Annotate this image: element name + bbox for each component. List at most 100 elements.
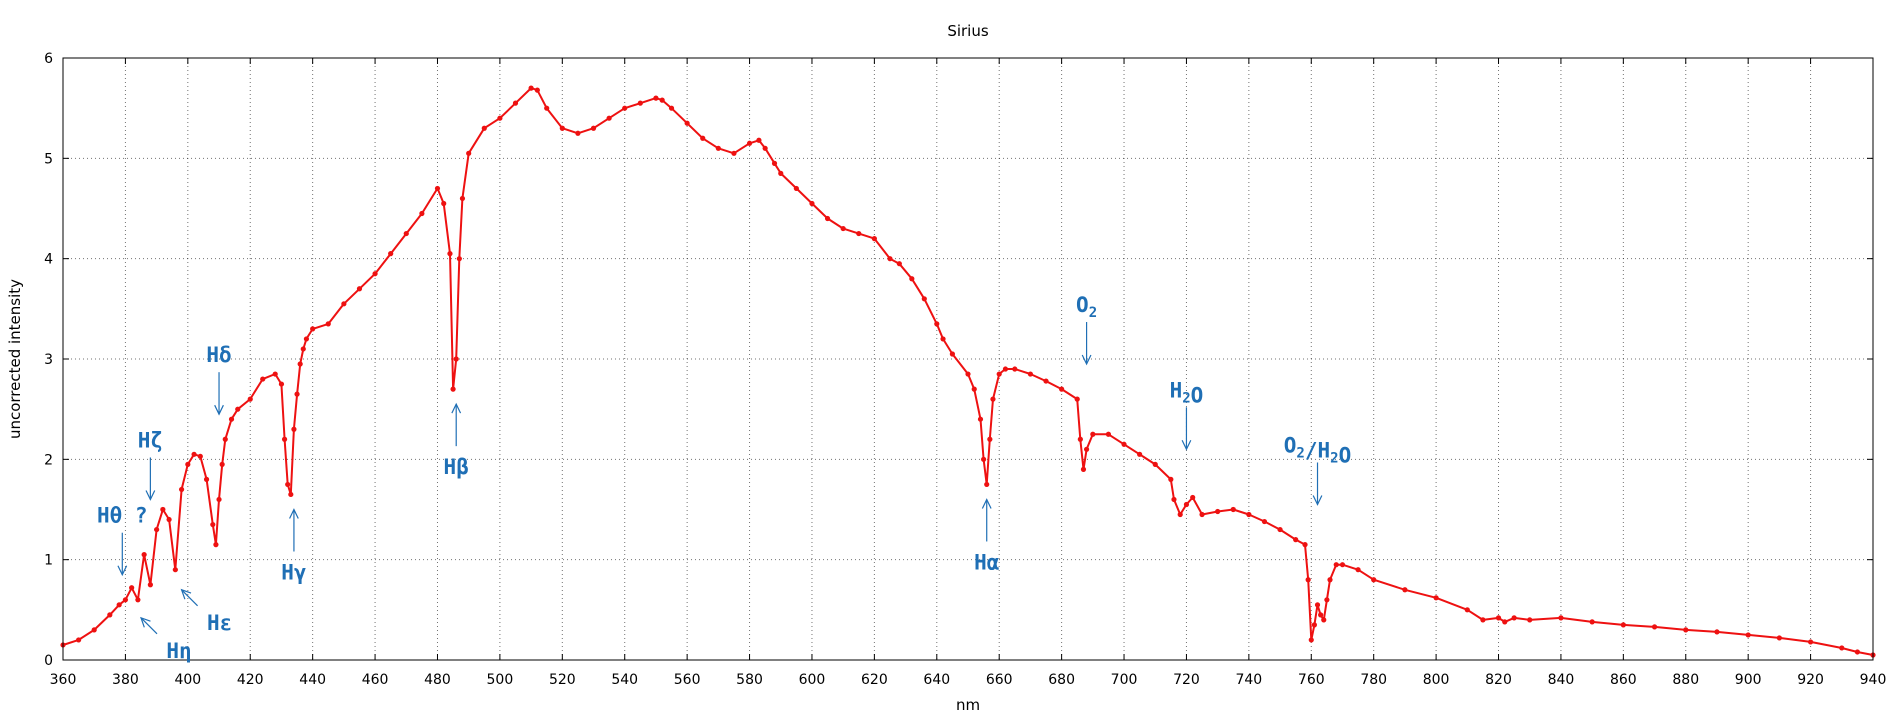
data-point	[887, 256, 893, 262]
annotation-label: Hε	[207, 611, 232, 635]
data-point	[1311, 622, 1317, 628]
annotation: Hδ	[206, 343, 232, 416]
data-point	[1745, 632, 1751, 638]
data-point	[871, 236, 877, 242]
data-point	[1168, 476, 1174, 482]
data-point	[388, 251, 394, 257]
data-point	[1807, 639, 1814, 645]
data-point	[778, 170, 784, 176]
data-point	[824, 215, 831, 222]
data-point	[191, 451, 197, 457]
data-point	[434, 185, 441, 192]
data-point	[1651, 624, 1658, 630]
x-tick-label: 660	[986, 672, 1013, 688]
data-point	[459, 195, 466, 202]
x-tick-label: 720	[1173, 672, 1200, 688]
annotation-label: Hβ	[444, 455, 469, 479]
data-point	[1177, 511, 1183, 518]
data-point	[1495, 615, 1502, 621]
annotation: Hγ	[281, 508, 307, 585]
annotation: H2O	[1170, 378, 1203, 451]
data-point	[203, 476, 210, 482]
data-point	[1305, 577, 1311, 583]
data-point	[213, 542, 219, 548]
data-point	[450, 386, 456, 392]
data-point	[1620, 622, 1626, 628]
data-point	[559, 125, 565, 131]
data-point	[272, 371, 278, 377]
data-point	[606, 115, 612, 121]
x-axis-label: nm	[956, 696, 980, 714]
data-point	[1137, 451, 1143, 457]
annotation-arrowhead	[214, 404, 224, 416]
data-point	[300, 346, 306, 352]
data-point	[1105, 431, 1112, 437]
data-point	[512, 100, 519, 106]
annotation: Hζ	[138, 428, 163, 501]
annotation-arrow	[181, 589, 199, 607]
data-point	[294, 391, 300, 397]
data-point	[981, 456, 987, 462]
data-point	[1502, 619, 1508, 625]
data-point	[1002, 366, 1009, 372]
annotation-arrowhead	[451, 402, 462, 414]
data-point	[1314, 602, 1321, 608]
y-tick-label: 2	[44, 452, 53, 468]
data-point	[534, 87, 540, 93]
x-tick-label: 940	[1860, 672, 1887, 688]
data-point	[1230, 506, 1236, 513]
data-point	[653, 95, 659, 101]
data-point	[1355, 567, 1361, 573]
data-point	[147, 582, 153, 588]
data-point	[762, 145, 768, 151]
data-point	[497, 115, 503, 121]
data-point	[310, 326, 316, 332]
x-tick-label: 560	[674, 672, 701, 688]
data-point	[1402, 587, 1408, 593]
data-point	[1043, 378, 1049, 384]
x-tick-label: 460	[362, 672, 389, 688]
data-point	[856, 230, 862, 237]
data-point	[1480, 617, 1486, 623]
data-point	[700, 135, 706, 141]
data-point	[285, 481, 291, 488]
y-axis: 0 1 2 3 4 5 6	[44, 51, 1873, 669]
data-point	[1464, 607, 1470, 613]
x-tick-label: 360	[50, 672, 77, 688]
data-point	[1293, 537, 1299, 543]
data-point	[1308, 637, 1314, 643]
data-point	[1433, 595, 1439, 601]
data-point	[466, 150, 472, 156]
data-point	[216, 496, 222, 503]
annotation-label: O2	[1076, 293, 1097, 321]
data-point	[1059, 386, 1065, 392]
data-point	[544, 105, 550, 111]
data-point	[122, 597, 129, 603]
data-point	[1077, 436, 1083, 442]
annotation-arrowhead	[1181, 440, 1192, 451]
annotation: O2	[1076, 293, 1097, 366]
annotation-arrowhead	[117, 565, 128, 577]
data-point	[403, 230, 409, 237]
data-point	[771, 160, 778, 166]
x-tick-label: 520	[549, 672, 576, 688]
data-point	[1083, 446, 1090, 452]
data-point	[1318, 612, 1324, 618]
y-tick-label: 3	[44, 352, 53, 368]
x-tick-label: 380	[112, 672, 139, 688]
data-point	[731, 150, 737, 156]
data-point	[185, 461, 191, 467]
data-point	[990, 396, 996, 402]
data-point	[160, 506, 166, 513]
x-tick-label: 700	[1111, 672, 1138, 688]
x-tick-label: 860	[1610, 672, 1637, 688]
data-point	[746, 140, 753, 146]
data-point	[590, 125, 597, 131]
data-point	[940, 336, 946, 342]
x-tick-label: 640	[923, 672, 950, 688]
data-point	[453, 356, 459, 362]
data-point	[715, 145, 721, 151]
data-point	[1683, 627, 1689, 633]
data-point	[1776, 635, 1782, 641]
y-axis-label: uncorrected intensity	[6, 279, 24, 439]
